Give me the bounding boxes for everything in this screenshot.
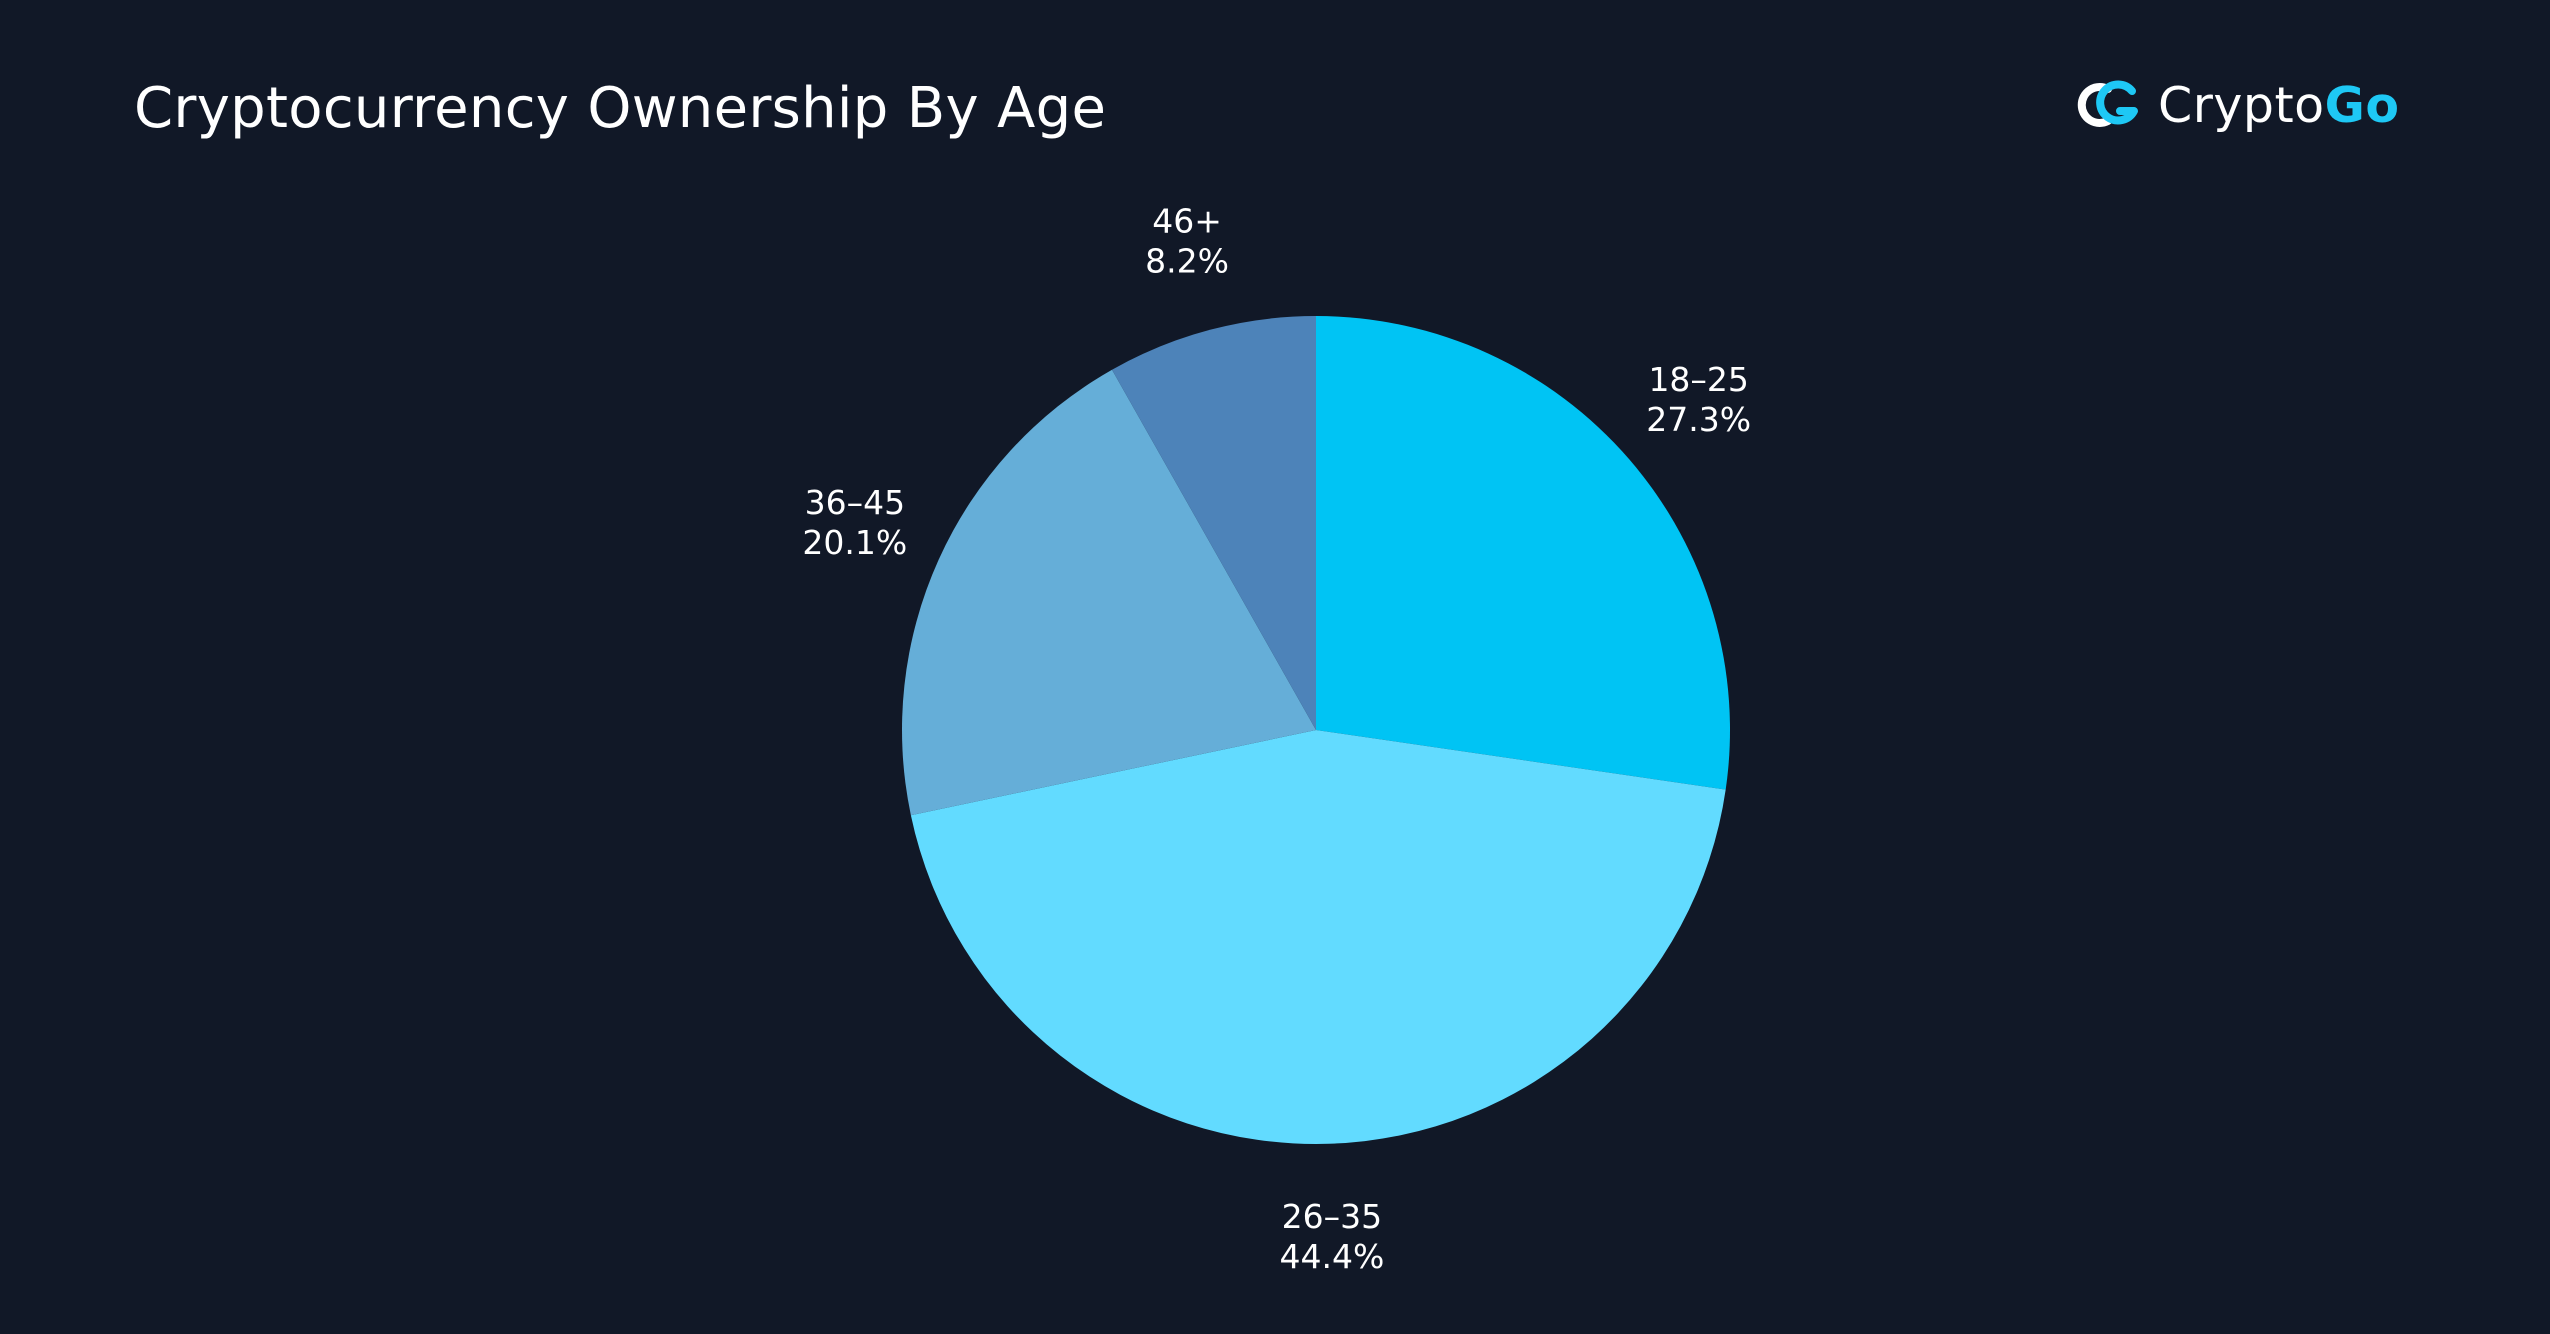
pie-slice-label-1: 26–35 44.4% (1279, 1197, 1384, 1276)
pie-slice-value-0: 27.3% (1646, 400, 1751, 439)
brand-name-part1: Crypto (2158, 76, 2325, 134)
pie-slice-2 (902, 369, 1316, 816)
pie-slice-value-2: 20.1% (802, 523, 907, 562)
pie-labels: 18–25 27.3% 26–35 44.4% 36–45 20.1% 46+ 8.2% (802, 202, 1751, 1276)
pie-slice-value-3: 8.2% (1145, 242, 1229, 281)
pie-slice-category-2: 36–45 (805, 483, 905, 522)
brand-name-part2: Go (2324, 76, 2400, 134)
pie-slice-label-2: 36–45 20.1% (802, 483, 907, 562)
brand-logo: CryptoGo (2074, 70, 2400, 140)
pie-slice-category-3: 46+ (1152, 202, 1222, 241)
pie-slice-category-1: 26–35 (1282, 1197, 1382, 1236)
pie-slice-label-3: 46+ 8.2% (1145, 202, 1229, 281)
pie-slice-1 (910, 730, 1726, 1145)
pie-slice-0 (1316, 316, 1731, 790)
cryptogo-logo-icon (2077, 80, 2138, 127)
chart-title: Cryptocurrency Ownership By Age (134, 76, 1107, 141)
pie-slice-label-0: 18–25 27.3% (1646, 360, 1751, 439)
pie-slice-value-1: 44.4% (1279, 1237, 1384, 1276)
pie-slices (902, 316, 1731, 1145)
brand-name: CryptoGo (2158, 77, 2400, 134)
pie-slice-category-0: 18–25 (1648, 360, 1748, 399)
pie-slice-3 (1112, 316, 1316, 730)
